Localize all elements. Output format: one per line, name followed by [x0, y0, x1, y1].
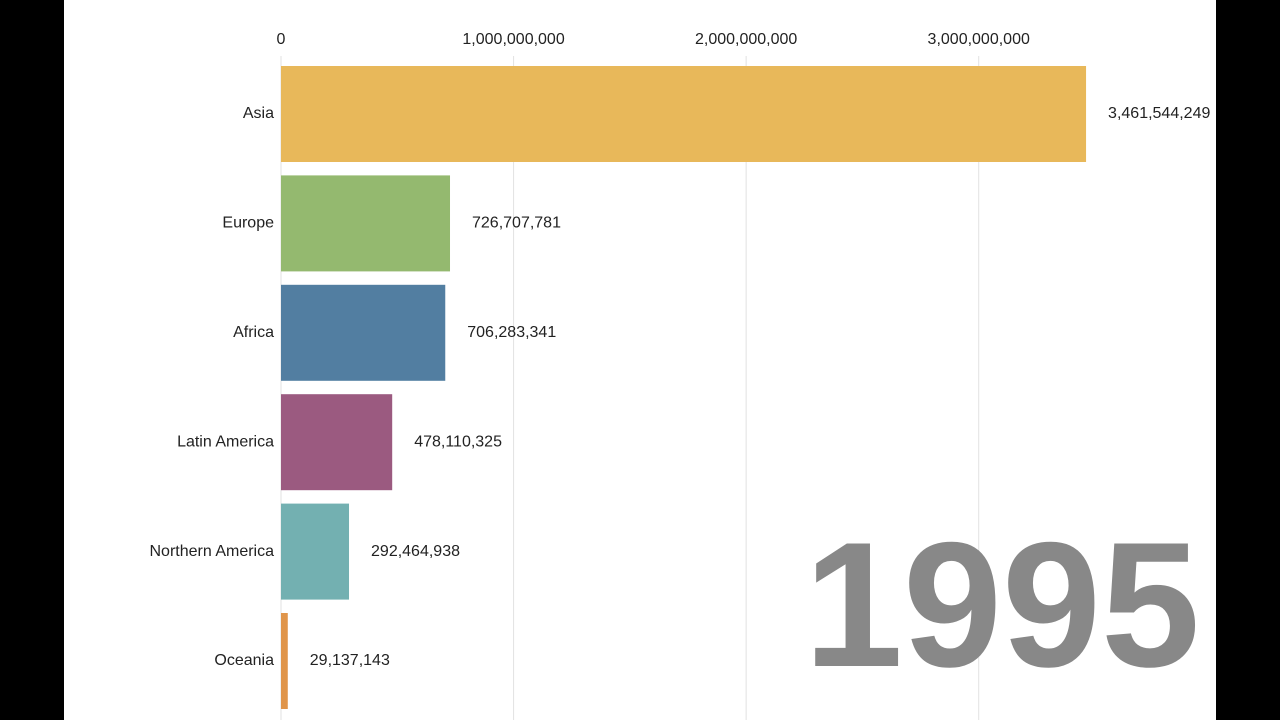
- value-label: 292,464,938: [371, 543, 460, 560]
- bar: [281, 503, 350, 600]
- value-label: 706,283,341: [467, 324, 556, 341]
- category-label: Africa: [233, 324, 274, 341]
- value-label: 726,707,781: [472, 215, 561, 232]
- category-label: Northern America: [150, 543, 275, 560]
- value-label: 29,137,143: [310, 652, 390, 669]
- bar: [281, 613, 288, 709]
- bar: [281, 66, 1087, 162]
- category-label: Europe: [222, 215, 274, 232]
- year-label: 1995: [804, 505, 1200, 704]
- bar: [281, 394, 393, 491]
- category-label: Latin America: [177, 433, 274, 450]
- x-tick-label: 0: [277, 31, 286, 48]
- bar: [281, 175, 451, 272]
- category-label: Oceania: [214, 652, 274, 669]
- value-label: 478,110,325: [414, 433, 502, 450]
- x-tick-label: 1,000,000,000: [462, 31, 564, 48]
- category-label: Asia: [243, 105, 274, 122]
- value-label: 3,461,544,249: [1108, 105, 1210, 122]
- x-tick-label: 3,000,000,000: [928, 31, 1030, 48]
- bar: [281, 284, 446, 381]
- x-tick-label: 2,000,000,000: [695, 31, 797, 48]
